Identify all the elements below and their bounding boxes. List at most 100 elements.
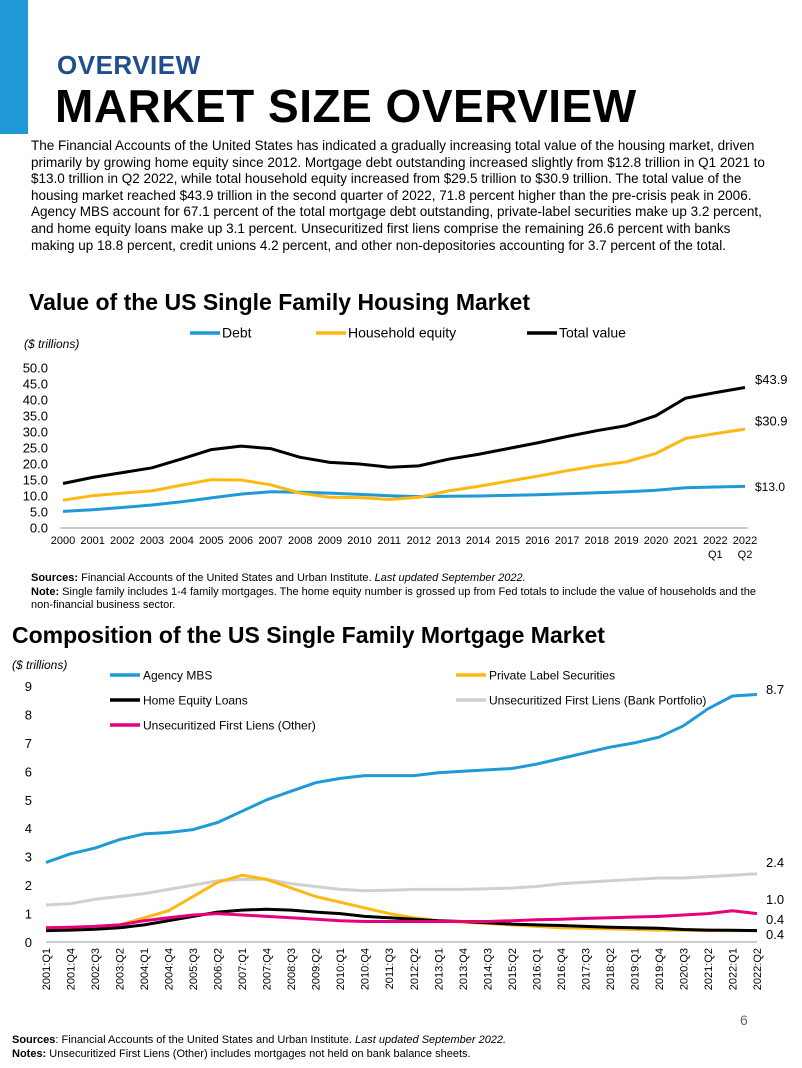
- x-tick-label: 2002: [110, 535, 134, 547]
- x-tick-label: 2006: [229, 535, 253, 547]
- legend-label-unsecuritized-first-liens-bank-portfolio: Unsecuritized First Liens (Bank Portfoli…: [489, 694, 706, 708]
- x-tick-label: 2017: [555, 535, 579, 547]
- end-label-total-value: $43.9: [755, 372, 788, 387]
- y-tick-label: 9: [25, 679, 32, 694]
- x-tick-label: 2016:Q1: [531, 948, 543, 990]
- intro-paragraph: The Financial Accounts of the United Sta…: [31, 138, 765, 253]
- note-text: Single family includes 1-4 family mortga…: [31, 585, 756, 612]
- legend-label-debt: Debt: [222, 325, 252, 341]
- x-tick-label: 2005: [199, 535, 223, 547]
- series-line-agency-mbs: [45, 693, 758, 864]
- end-label-home-equity-loans: 0.4: [766, 927, 784, 942]
- chart1-note: Note: Single family includes 1-4 family …: [31, 586, 771, 613]
- end-label-unsecuritized-first-liens-other: 1.0: [766, 892, 784, 907]
- x-tick-label: 2007: [258, 535, 282, 547]
- x-tick-label: 2019:Q4: [654, 948, 666, 990]
- end-label-private-label-securities: 0.4: [766, 912, 784, 927]
- section-kicker: OVERVIEW: [57, 50, 201, 80]
- legend-label-household-equity: Household equity: [348, 325, 456, 341]
- x-tick-label: 2005:Q3: [188, 948, 200, 990]
- x-tick-label: 2010: [347, 535, 371, 547]
- x-tick-label: 2022 Q1: [703, 535, 727, 561]
- x-tick-label: 2018:Q2: [605, 948, 617, 990]
- mortgage-composition-chart: ($ trillions) Agency MBS Private Label Sec…: [12, 658, 784, 990]
- y-tick-label: 35.0: [23, 409, 48, 424]
- x-tick-label: 2015: [496, 535, 520, 547]
- x-tick-label: 2008:Q3: [286, 948, 298, 990]
- x-tick-label: 2013: [436, 535, 460, 547]
- chart1-title: Value of the US Single Family Housing Ma…: [29, 289, 530, 315]
- page-title: MARKET SIZE OVERVIEW: [55, 80, 637, 132]
- accent-bar: [0, 0, 28, 134]
- x-tick-label: 2015:Q2: [507, 948, 519, 990]
- series-line-total-value: [62, 386, 746, 485]
- series-line-home-equity-loans: [45, 907, 758, 933]
- x-tick-label: 2013:Q1: [433, 948, 445, 990]
- x-tick-label: 2001:Q4: [66, 948, 78, 990]
- x-tick-label: 2010:Q1: [335, 948, 347, 990]
- x-tick-label: 2017:Q3: [580, 948, 592, 990]
- x-tick-label: 2014:Q3: [482, 948, 494, 990]
- x-tick-label: 2021:Q2: [703, 948, 715, 990]
- series-line-debt: [62, 484, 746, 513]
- sources-text: : Financial Accounts of the United State…: [55, 1034, 356, 1046]
- y-tick-label: 40.0: [23, 393, 48, 408]
- x-tick-label: 2014: [466, 535, 490, 547]
- chart2-sources: Sources: Financial Accounts of the Unite…: [12, 1034, 772, 1048]
- x-tick-label: 2004:Q1: [139, 948, 151, 990]
- y-tick-label: 20.0: [23, 457, 48, 472]
- legend-label-home-equity-loans: Home Equity Loans: [143, 694, 248, 708]
- x-tick-label: 2009: [318, 535, 342, 547]
- series-line-private-label-securities: [46, 873, 757, 933]
- x-tick-label: 2001:Q1: [41, 948, 53, 990]
- legend-label-unsecuritized-first-liens-other: Unsecuritized First Liens (Other): [143, 719, 316, 733]
- y-tick-label: 0.0: [30, 521, 48, 536]
- x-tick-label: 2016:Q4: [556, 948, 568, 990]
- series-line-unsecuritized-first-liens-bank-portfolio: [45, 872, 758, 907]
- x-tick-label: 2012: [407, 535, 431, 547]
- note-label: Note:: [31, 585, 60, 598]
- x-tick-label: 2003: [140, 535, 164, 547]
- x-tick-label: 2022:Q1: [728, 948, 740, 990]
- y-tick-label: 2: [25, 878, 32, 893]
- x-tick-label: 2016: [525, 535, 549, 547]
- x-tick-label: 2006:Q2: [213, 948, 225, 990]
- legend-label-total-value: Total value: [559, 325, 626, 341]
- x-tick-label: 2001: [80, 535, 104, 547]
- legend-label-agency-mbs: Agency MBS: [143, 669, 212, 683]
- x-tick-label: 2002:Q3: [90, 948, 102, 990]
- x-tick-label: 2020: [644, 535, 668, 547]
- y-tick-label: 5: [25, 793, 32, 808]
- end-label-unsecuritized-first-liens-bank-portfolio: 2.4: [766, 855, 784, 870]
- x-tick-label: 2019:Q1: [629, 948, 641, 990]
- y-axis-label: ($ trillions): [24, 337, 79, 351]
- y-tick-label: 3: [25, 850, 32, 865]
- chart2-title: Composition of the US Single Family Mort…: [12, 622, 605, 648]
- x-tick-label: 2020:Q3: [678, 948, 690, 990]
- sources-label: Sources:: [31, 572, 79, 584]
- x-tick-label: 2012:Q2: [409, 948, 421, 990]
- x-tick-label: 2007:Q1: [237, 948, 249, 990]
- x-tick-label: 2004:Q4: [164, 948, 176, 990]
- chart2-notes: Sources: Financial Accounts of the Unite…: [12, 1034, 772, 1061]
- y-axis-label: ($ trillions): [12, 658, 67, 672]
- x-tick-label: 2018: [584, 535, 608, 547]
- y-tick-label: 4: [25, 821, 32, 836]
- x-tick-label: 2008: [288, 535, 312, 547]
- sources-date: Last updated September 2022.: [355, 1034, 507, 1046]
- legend-label-private-label-securities: Private Label Securities: [489, 669, 615, 683]
- x-tick-label: 2011:Q3: [384, 948, 396, 989]
- x-tick-label: 2021: [673, 535, 697, 547]
- series-line-unsecuritized-first-liens-other: [45, 909, 758, 930]
- x-tick-label: 2019: [614, 535, 638, 547]
- y-tick-label: 30.0: [23, 425, 48, 440]
- note-label: Notes:: [12, 1047, 47, 1060]
- chart1-sources: Sources: Financial Accounts of the Unite…: [31, 572, 771, 586]
- chart2-note: Notes: Unsecuritized First Liens (Other)…: [12, 1048, 772, 1062]
- sources-text: Financial Accounts of the United States …: [78, 572, 375, 584]
- y-tick-label: 25.0: [23, 441, 48, 456]
- series-line-household-equity: [62, 427, 746, 502]
- x-tick-label: 2011: [377, 535, 401, 547]
- x-tick-label: 2004: [169, 535, 193, 547]
- note-text: Unsecuritized First Liens (Other) includ…: [46, 1047, 471, 1060]
